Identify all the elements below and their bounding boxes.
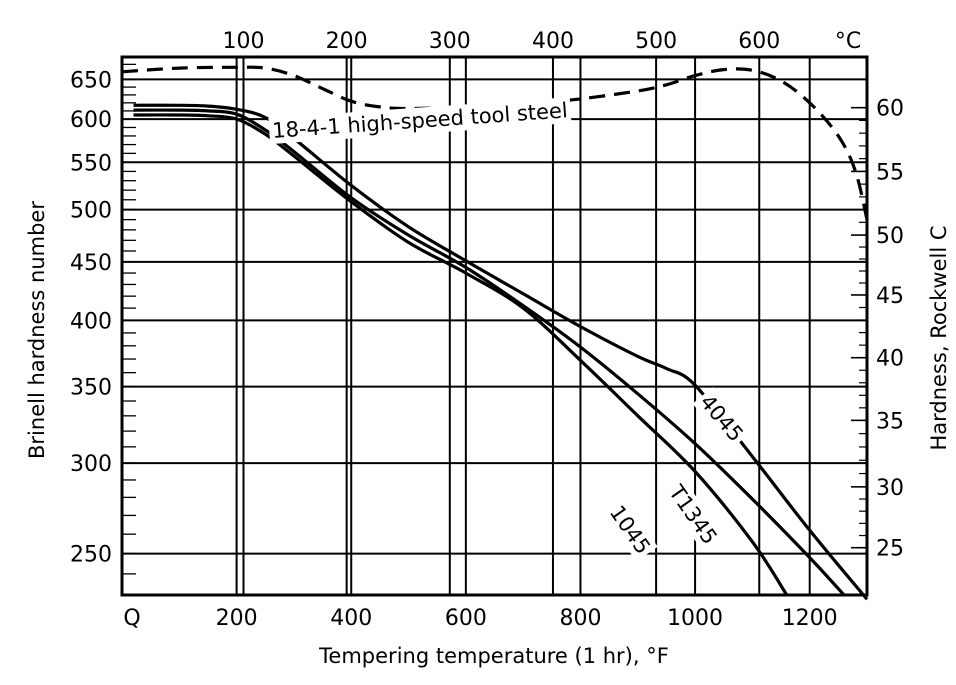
minor-tick-marks — [122, 63, 867, 575]
series-label-layer: 18-4-1 high-speed tool steel4045T1345104… — [271, 98, 748, 558]
tick-label-layer: Q 200 400 600 800 1000 1200 100 200 300 400 500 600 2… — [70, 29, 904, 631]
y-tick-label: 450 — [70, 251, 112, 276]
y-tick-label: 650 — [70, 68, 112, 93]
right-tick-label: 25 — [876, 537, 904, 562]
x-tick-label: 400 — [330, 606, 372, 631]
right-tick-label: 45 — [876, 284, 904, 309]
series-line-18-4-1-high-speed-tool-steel — [121, 65, 869, 220]
top-tick-label: 500 — [635, 29, 677, 54]
right-axis-title: Hardness, Rockwell C — [927, 225, 951, 450]
top-axis-unit: °C — [835, 29, 861, 54]
series-label: 18-4-1 high-speed tool steel — [271, 98, 568, 143]
right-tick-label: 30 — [876, 476, 904, 501]
series-label-background — [268, 97, 572, 145]
y-axis-title: Brinell hardness number — [25, 201, 49, 459]
series-label-background — [661, 476, 725, 552]
label-backgrounds — [268, 97, 751, 562]
series-label-background — [692, 387, 751, 450]
y-tick-label: 300 — [70, 452, 112, 477]
y-tick-label: 600 — [70, 108, 112, 133]
x-tick-label: 1200 — [782, 606, 838, 631]
grid-lines — [122, 57, 867, 595]
x-axis-title: Tempering temperature (1 hr), °F — [318, 644, 669, 668]
series-label: 1045 — [605, 501, 655, 559]
series-line-1045 — [133, 113, 789, 596]
x-tick-label: 1000 — [667, 606, 723, 631]
right-tick-label: 55 — [876, 160, 904, 185]
series-layer — [121, 65, 869, 601]
top-tick-label: 300 — [429, 29, 471, 54]
right-tick-label: 60 — [876, 97, 904, 122]
plot-frame — [120, 55, 869, 597]
y-tick-label: 250 — [70, 543, 112, 568]
y-tick-label: 350 — [70, 376, 112, 401]
right-tick-label: 40 — [876, 347, 904, 372]
top-tick-label: 100 — [222, 29, 264, 54]
top-tick-label: 600 — [738, 29, 780, 54]
x-tick-label: 200 — [216, 606, 258, 631]
y-tick-label: 400 — [70, 309, 112, 334]
series-line-t1345 — [133, 108, 846, 597]
top-tick-label: 200 — [326, 29, 368, 54]
right-tick-label: 50 — [876, 224, 904, 249]
y-tick-label: 500 — [70, 199, 112, 224]
y-tick-label: 550 — [70, 151, 112, 176]
x-tick-label: 800 — [559, 606, 601, 631]
x-tick-label: 600 — [445, 606, 487, 631]
x-tick-label: Q — [123, 606, 140, 631]
series-label-background — [602, 497, 658, 562]
right-tick-label: 35 — [876, 409, 904, 434]
top-tick-label: 400 — [532, 29, 574, 54]
